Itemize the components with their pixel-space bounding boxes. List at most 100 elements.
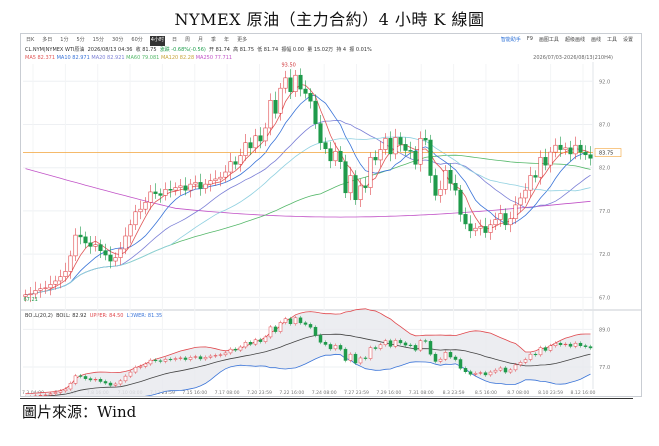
- boll-candle-body: [288, 318, 293, 325]
- boll-tick-label: 89.0: [599, 327, 610, 333]
- candle-body: [63, 271, 68, 277]
- candle-body: [438, 189, 443, 196]
- period-tab[interactable]: 4小时: [149, 36, 165, 46]
- candle-body: [123, 235, 128, 250]
- boll-candle-body: [38, 395, 43, 396]
- boll-candle-body: [513, 364, 518, 371]
- period-tab[interactable]: 日K: [26, 37, 35, 43]
- candle-body: [503, 213, 508, 226]
- boll-candle-body: [453, 356, 458, 360]
- y-tick-label: 92.0: [599, 79, 610, 85]
- candle-body: [443, 170, 448, 190]
- tool-button[interactable]: 画图工具: [538, 37, 559, 43]
- period-tab[interactable]: 周: [185, 37, 191, 43]
- boll-candle-body: [308, 324, 313, 328]
- boll-candle-body: [518, 362, 523, 366]
- period-tab[interactable]: 60分: [131, 37, 143, 43]
- boll-lower-line: [144, 353, 591, 396]
- tool-button[interactable]: F9: [526, 36, 533, 42]
- boll-candle-body: [498, 367, 503, 371]
- boll-candle-body: [223, 352, 228, 356]
- source-caption: 圖片來源：Wind: [22, 403, 137, 421]
- x-tick-label: 7.29 16:00: [376, 390, 401, 396]
- period-tab[interactable]: 季: [211, 37, 217, 43]
- boll-candle-body: [148, 359, 153, 365]
- candle-body: [448, 170, 453, 184]
- period-tab[interactable]: 月: [198, 37, 204, 43]
- period-tab[interactable]: 15分: [92, 37, 105, 43]
- boll-candle-body: [188, 357, 193, 360]
- boll-candle-body: [583, 345, 588, 347]
- x-tick-label: 8.10 23:59: [538, 390, 563, 396]
- ma-legend-item: MA20 82.921: [91, 55, 127, 61]
- boll-band-fill: [25, 308, 591, 396]
- chg-label: 振 0.01%: [349, 47, 372, 53]
- candle-body: [388, 138, 393, 155]
- candle-body: [468, 223, 473, 232]
- period-tab[interactable]: 5分: [76, 37, 85, 43]
- candle-body: [83, 236, 88, 244]
- candle-body: [478, 226, 483, 229]
- candle-body: [153, 191, 158, 194]
- boll-candle-body: [238, 346, 243, 351]
- period-tab[interactable]: 更多: [237, 37, 248, 43]
- boll-candle-body: [313, 326, 318, 336]
- boll-candle-body: [463, 368, 468, 372]
- candle-body: [53, 280, 58, 285]
- candle-body: [393, 137, 398, 155]
- candle-body: [373, 157, 378, 161]
- boll-candle-body: [48, 393, 53, 396]
- boll-candle-body: [563, 343, 568, 346]
- candle-body: [38, 288, 43, 291]
- candle-body: [208, 180, 213, 185]
- boll-candle-body: [568, 343, 573, 347]
- candle-body: [288, 77, 293, 92]
- candle-body: [253, 135, 258, 149]
- boll-candle-body: [283, 318, 288, 323]
- candle-body: [113, 257, 118, 262]
- tool-button[interactable]: 画线: [590, 37, 601, 43]
- boll-candle-body: [123, 375, 128, 382]
- boll-candle-body: [363, 357, 368, 359]
- boll-candle-body: [103, 381, 108, 384]
- tool-button[interactable]: 智能助手: [500, 37, 521, 43]
- candle-body: [558, 144, 563, 150]
- candle-body: [273, 100, 278, 114]
- x-tick-label: 7.13 23:59: [150, 390, 175, 396]
- boll-candle-body: [68, 383, 73, 390]
- tool-button[interactable]: 设置: [622, 37, 633, 43]
- x-tick-label: 7.27 23:59: [344, 390, 369, 396]
- boll-candle-body: [258, 339, 263, 342]
- boll-candle-body: [508, 369, 513, 373]
- candle-body: [408, 150, 413, 152]
- candle-body: [453, 182, 458, 191]
- period-tab[interactable]: 30分: [112, 37, 124, 43]
- x-tick-label: 7.22 16:00: [279, 390, 304, 396]
- boll-candle-body: [328, 344, 333, 350]
- candle-body: [533, 175, 538, 178]
- boll-candle-body: [273, 326, 278, 332]
- boll-candle-body: [298, 317, 303, 324]
- period-tab[interactable]: 年: [224, 37, 230, 43]
- tool-button[interactable]: 超级画线: [564, 37, 585, 43]
- boll-candle-body: [378, 344, 383, 349]
- low-annotation: 67.21: [24, 297, 38, 303]
- tool-button[interactable]: 工具: [606, 37, 617, 43]
- candle-body: [553, 144, 558, 153]
- ma-legend-item: MA250 77.711: [195, 55, 233, 61]
- period-tab[interactable]: 1分: [60, 37, 69, 43]
- candle-body: [463, 214, 468, 225]
- vol-label: 量 15.02万: [307, 47, 334, 53]
- period-tab[interactable]: 日: [171, 37, 177, 43]
- candle-body: [583, 151, 588, 156]
- boll-candle-body: [388, 340, 393, 347]
- boll-candle-body: [153, 359, 158, 362]
- boll-candle-body: [88, 378, 93, 381]
- boll-candle-body: [373, 347, 378, 349]
- boll-tick-label: 77.0: [599, 365, 610, 371]
- period-tab[interactable]: 多日: [42, 37, 53, 43]
- candle-body: [413, 150, 418, 165]
- candle-body: [418, 138, 423, 165]
- price-chart[interactable]: 92.087.082.077.072.067.089.077.07.3 04:0…: [21, 34, 641, 396]
- boll-candle-body: [488, 371, 493, 376]
